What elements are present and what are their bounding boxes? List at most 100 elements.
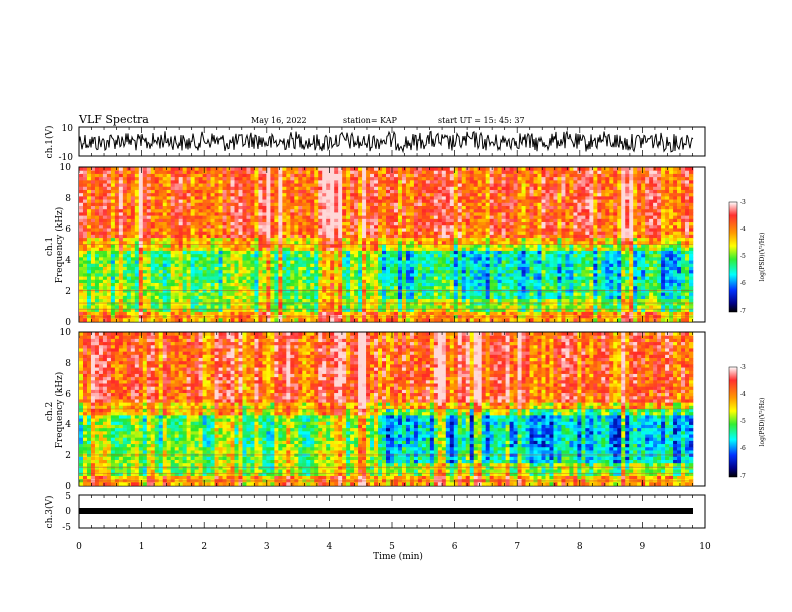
- spectrogram-cell: [477, 173, 482, 178]
- spectrogram-cell: [513, 167, 518, 172]
- spectrogram-cell: [334, 257, 339, 261]
- spectrogram-cell: [134, 238, 140, 242]
- spectrogram-cell: [493, 202, 498, 207]
- spectrogram-cell: [142, 167, 148, 172]
- spectrogram-cell: [569, 193, 574, 197]
- spectrogram-cell: [290, 202, 295, 207]
- spectrogram-cell: [318, 186, 323, 191]
- spectrogram-cell: [202, 263, 207, 268]
- spectrogram-cell: [230, 173, 235, 178]
- spectrogram-cell: [190, 231, 195, 236]
- spectrogram-cell: [330, 189, 335, 194]
- spectrogram-cell: [238, 202, 243, 207]
- spectrogram-cell: [362, 180, 367, 184]
- spectrogram-cell: [541, 254, 546, 258]
- spectrogram-cell: [433, 167, 439, 172]
- spectrogram-cell: [533, 263, 538, 268]
- spectrogram-cell: [457, 244, 463, 249]
- spectrogram-cell: [350, 167, 355, 172]
- spectrogram-cell: [585, 202, 590, 207]
- spectrogram-cell: [90, 202, 96, 207]
- spectrogram-cell: [374, 167, 379, 172]
- spectrogram-cell: [90, 180, 96, 184]
- spectrogram-cell: [593, 225, 598, 229]
- spectrogram-cell: [298, 212, 303, 216]
- spectrogram-cell: [262, 183, 267, 188]
- spectrogram-cell: [501, 244, 506, 249]
- spectrogram-cell: [338, 212, 343, 216]
- spectrogram-cell: [338, 225, 343, 229]
- spectrogram-cell: [258, 222, 263, 226]
- spectrogram-cell: [605, 212, 610, 216]
- spectrogram-cell: [286, 212, 291, 216]
- spectrogram-cell: [274, 199, 279, 204]
- spectrogram-cell: [142, 215, 148, 220]
- spectrogram-cell: [210, 170, 215, 175]
- spectrogram-cell: [94, 260, 100, 265]
- spectrogram-cell: [457, 238, 463, 242]
- spectrogram-cell: [397, 186, 403, 191]
- spectrogram-cell: [346, 180, 351, 184]
- spectrogram-cell: [437, 199, 443, 204]
- spectrogram-cell: [497, 241, 502, 245]
- spectrogram-cell: [441, 189, 447, 194]
- spectrogram-cell: [342, 234, 347, 239]
- spectrogram-cell: [541, 206, 546, 210]
- spectrogram-cell: [657, 263, 662, 268]
- spectrogram-cell: [441, 183, 447, 188]
- spectrogram-cell: [589, 193, 594, 197]
- spectrogram-cell: [549, 206, 554, 210]
- spectrogram-cell: [581, 247, 586, 252]
- spectrogram-cell: [366, 212, 371, 216]
- spectrogram-cell: [322, 212, 327, 216]
- spectrogram-cell: [545, 189, 550, 194]
- spectrogram-cell: [154, 193, 160, 197]
- spectrogram-cell: [397, 254, 403, 258]
- spectrogram-cell: [210, 222, 215, 226]
- spectrogram-cell: [79, 167, 84, 172]
- spectrogram-cell: [382, 212, 387, 216]
- spectrogram-cell: [86, 199, 92, 204]
- spectrogram-cell: [577, 173, 582, 178]
- spectrogram-cell: [477, 177, 482, 181]
- spectrogram-cell: [190, 209, 195, 213]
- spectrogram-cell: [354, 215, 359, 220]
- spectrogram-cell: [342, 241, 347, 245]
- spectrogram-cell: [449, 196, 455, 200]
- spectrogram-cell: [102, 254, 108, 258]
- spectrogram-cell: [166, 260, 171, 265]
- spectrogram-cell: [254, 215, 259, 220]
- spectrogram-cell: [378, 177, 383, 181]
- spectrogram-cell: [525, 170, 530, 175]
- spectrogram-cell: [605, 257, 610, 261]
- spectrogram-cell: [234, 260, 239, 265]
- spectrogram-cell: [429, 196, 435, 200]
- spectrogram-cell: [370, 222, 375, 226]
- spectrogram-cell: [605, 218, 610, 223]
- spectrogram-cell: [569, 218, 574, 223]
- spectrogram-cell: [238, 212, 243, 216]
- spectrogram-cell: [441, 234, 447, 239]
- spectrogram-cell: [174, 183, 179, 188]
- spectrogram-cell: [322, 231, 327, 236]
- spectrogram-cell: [218, 225, 223, 229]
- spectrogram-cell: [453, 241, 459, 245]
- spectrogram-cell: [330, 257, 335, 261]
- spectrogram-cell: [649, 244, 654, 249]
- spectrogram-cell: [529, 196, 534, 200]
- spectrogram-cell: [553, 257, 558, 261]
- spectrogram-cell: [378, 202, 383, 207]
- spectrogram-cell: [553, 183, 558, 188]
- spectrogram-cell: [158, 202, 164, 207]
- spectrogram-cell: [425, 193, 431, 197]
- spectrogram-cell: [649, 247, 654, 252]
- spectrogram-cell: [473, 180, 478, 184]
- spectrogram-cell: [601, 170, 606, 175]
- spectrogram-cell: [326, 206, 331, 210]
- spectrogram-cell: [218, 167, 223, 172]
- spectrogram-cell: [481, 186, 486, 191]
- spectrogram-cell: [334, 193, 339, 197]
- spectrogram-cell: [318, 199, 323, 204]
- spectrogram-cell: [250, 193, 255, 197]
- spectrogram-cell: [82, 196, 88, 200]
